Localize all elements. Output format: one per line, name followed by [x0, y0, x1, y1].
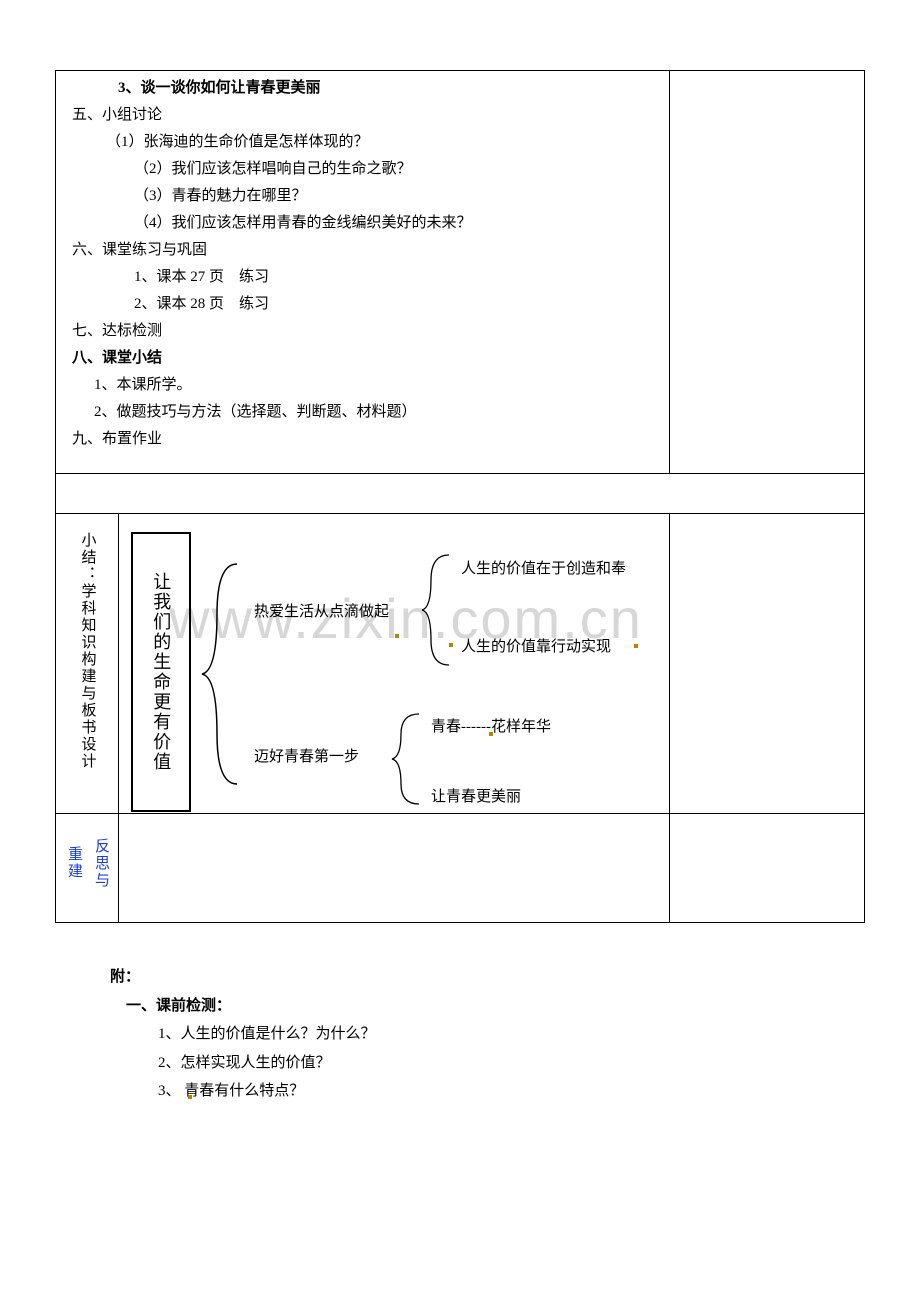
diagram-r3: 青春------花样年华: [431, 714, 551, 741]
brace-mid2-icon: [389, 709, 429, 809]
diagram-canvas: www.zixin.com.cn 让我们的生命更有价值 热爱生活从点滴做起 人生…: [119, 524, 669, 803]
diagram-mid2: 迈好青春第一步: [254, 744, 359, 771]
dot-icon-5: [188, 1095, 192, 1099]
diagram-mid1: 热爱生活从点滴做起: [254, 599, 389, 626]
dot-icon: [395, 634, 399, 638]
diagram-label-cell: 小结：学科知识构建与板书设计: [56, 514, 119, 814]
diagram-box-text: 让我们的生命更有价值: [145, 572, 177, 772]
heading-3: 3、谈一谈你如何让青春更美丽: [64, 75, 669, 102]
section-6: 六、课堂练习与巩固: [64, 237, 669, 264]
appendix-q2: 2、怎样实现人生的价值？: [110, 1049, 865, 1078]
right-margin-cell: [670, 71, 865, 474]
reflect-right-cell: [670, 814, 865, 923]
reflect-content-cell: [119, 814, 670, 923]
reflect-vlabel: 反思与重建: [60, 832, 114, 894]
q3: （3）青春的魅力在哪里？: [64, 183, 669, 210]
section-9: 九、布置作业: [64, 426, 669, 453]
diagram-box: 让我们的生命更有价值: [131, 532, 191, 812]
sum1: 1、本课所学。: [64, 372, 669, 399]
section-7: 七、达标检测: [64, 318, 669, 345]
dot-icon-4: [489, 732, 493, 736]
ex1: 1、课本 27 页 练习: [64, 264, 669, 291]
sum2: 2、做题技巧与方法（选择题、判断题、材料题）: [64, 399, 669, 426]
appendix-q3: 3、 青春有什么特点？: [110, 1077, 865, 1106]
dot-icon-3: [634, 644, 638, 648]
ex2: 2、课本 28 页 练习: [64, 291, 669, 318]
diagram-cell: www.zixin.com.cn 让我们的生命更有价值 热爱生活从点滴做起 人生…: [119, 514, 670, 814]
appendix-head: 附：: [110, 963, 865, 992]
diagram-right-cell: [670, 514, 865, 814]
appendix: 附： 一、课前检测： 1、人生的价值是什么？为什么？ 2、怎样实现人生的价值？ …: [110, 963, 865, 1106]
section-5: 五、小组讨论: [64, 102, 669, 129]
reflect-label-cell: 反思与重建: [56, 814, 119, 923]
diagram-r1: 人生的价值在于创造和奉: [461, 556, 626, 583]
q1: （1）张海迪的生命价值是怎样体现的？: [64, 129, 669, 156]
spacer-cell: [56, 474, 865, 514]
dot-icon-2: [449, 643, 453, 647]
brace-large-icon: [197, 559, 247, 789]
section-8: 八、课堂小结: [64, 345, 669, 372]
appendix-q1: 1、人生的价值是什么？为什么？: [110, 1020, 865, 1049]
diagram-vlabel: 小结：学科知识构建与板书设计: [74, 532, 101, 770]
appendix-section: 一、课前检测：: [110, 992, 865, 1021]
diagram-r2: 人生的价值靠行动实现: [461, 634, 611, 661]
q4: （4）我们应该怎样用青春的金线编织美好的未来？: [64, 210, 669, 237]
q2: （2）我们应该怎样唱响自己的生命之歌？: [64, 156, 669, 183]
brace-mid1-icon: [419, 550, 459, 670]
diagram-r4: 让青春更美丽: [431, 784, 521, 811]
